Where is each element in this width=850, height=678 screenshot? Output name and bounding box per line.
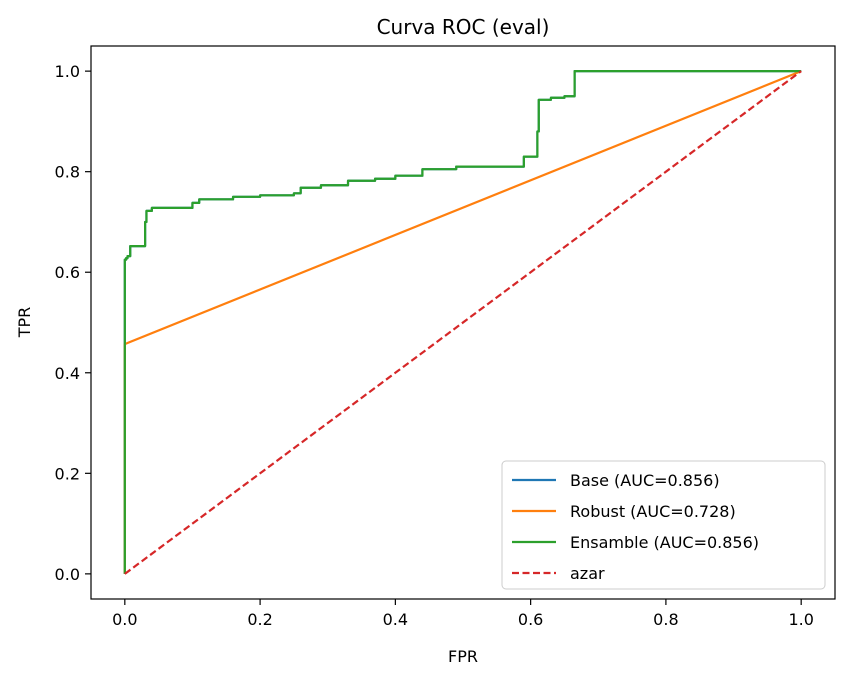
x-tick-label: 0.4 — [383, 610, 408, 629]
x-tick-label: 0.0 — [112, 610, 137, 629]
x-tick-label: 0.6 — [518, 610, 543, 629]
series-line-2 — [123, 70, 802, 574]
series-line-3 — [124, 70, 802, 575]
x-axis-label: FPR — [448, 647, 478, 666]
x-tick-label: 0.8 — [653, 610, 678, 629]
chart-title: Curva ROC (eval) — [377, 15, 550, 39]
legend-label-0: Base (AUC=0.856) — [570, 471, 720, 490]
plot-frame — [90, 45, 836, 600]
x-axis: 0.0 0.2 0.4 0.6 0.8 1.0 — [112, 599, 814, 629]
y-tick-label: 0.8 — [55, 163, 80, 182]
y-tick-label: 0.6 — [55, 263, 80, 282]
legend: Base (AUC=0.856) Robust (AUC=0.728) Ensamb… — [501, 460, 826, 590]
legend-label-3: azar — [570, 564, 605, 583]
legend-label-2: Ensamble (AUC=0.856) — [570, 533, 759, 552]
y-tick-label: 0.2 — [55, 464, 80, 483]
y-axis: 0.0 0.2 0.4 0.6 0.8 1.0 — [55, 62, 91, 584]
y-tick-label: 1.0 — [55, 62, 80, 81]
y-tick-label: 0.0 — [55, 565, 80, 584]
x-tick-label: 1.0 — [788, 610, 813, 629]
y-tick-label: 0.4 — [55, 364, 80, 383]
series-layer — [123, 70, 802, 575]
y-axis-label: TPR — [15, 307, 34, 339]
legend-box — [501, 460, 826, 590]
x-tick-label: 0.2 — [247, 610, 272, 629]
legend-label-1: Robust (AUC=0.728) — [570, 502, 736, 521]
